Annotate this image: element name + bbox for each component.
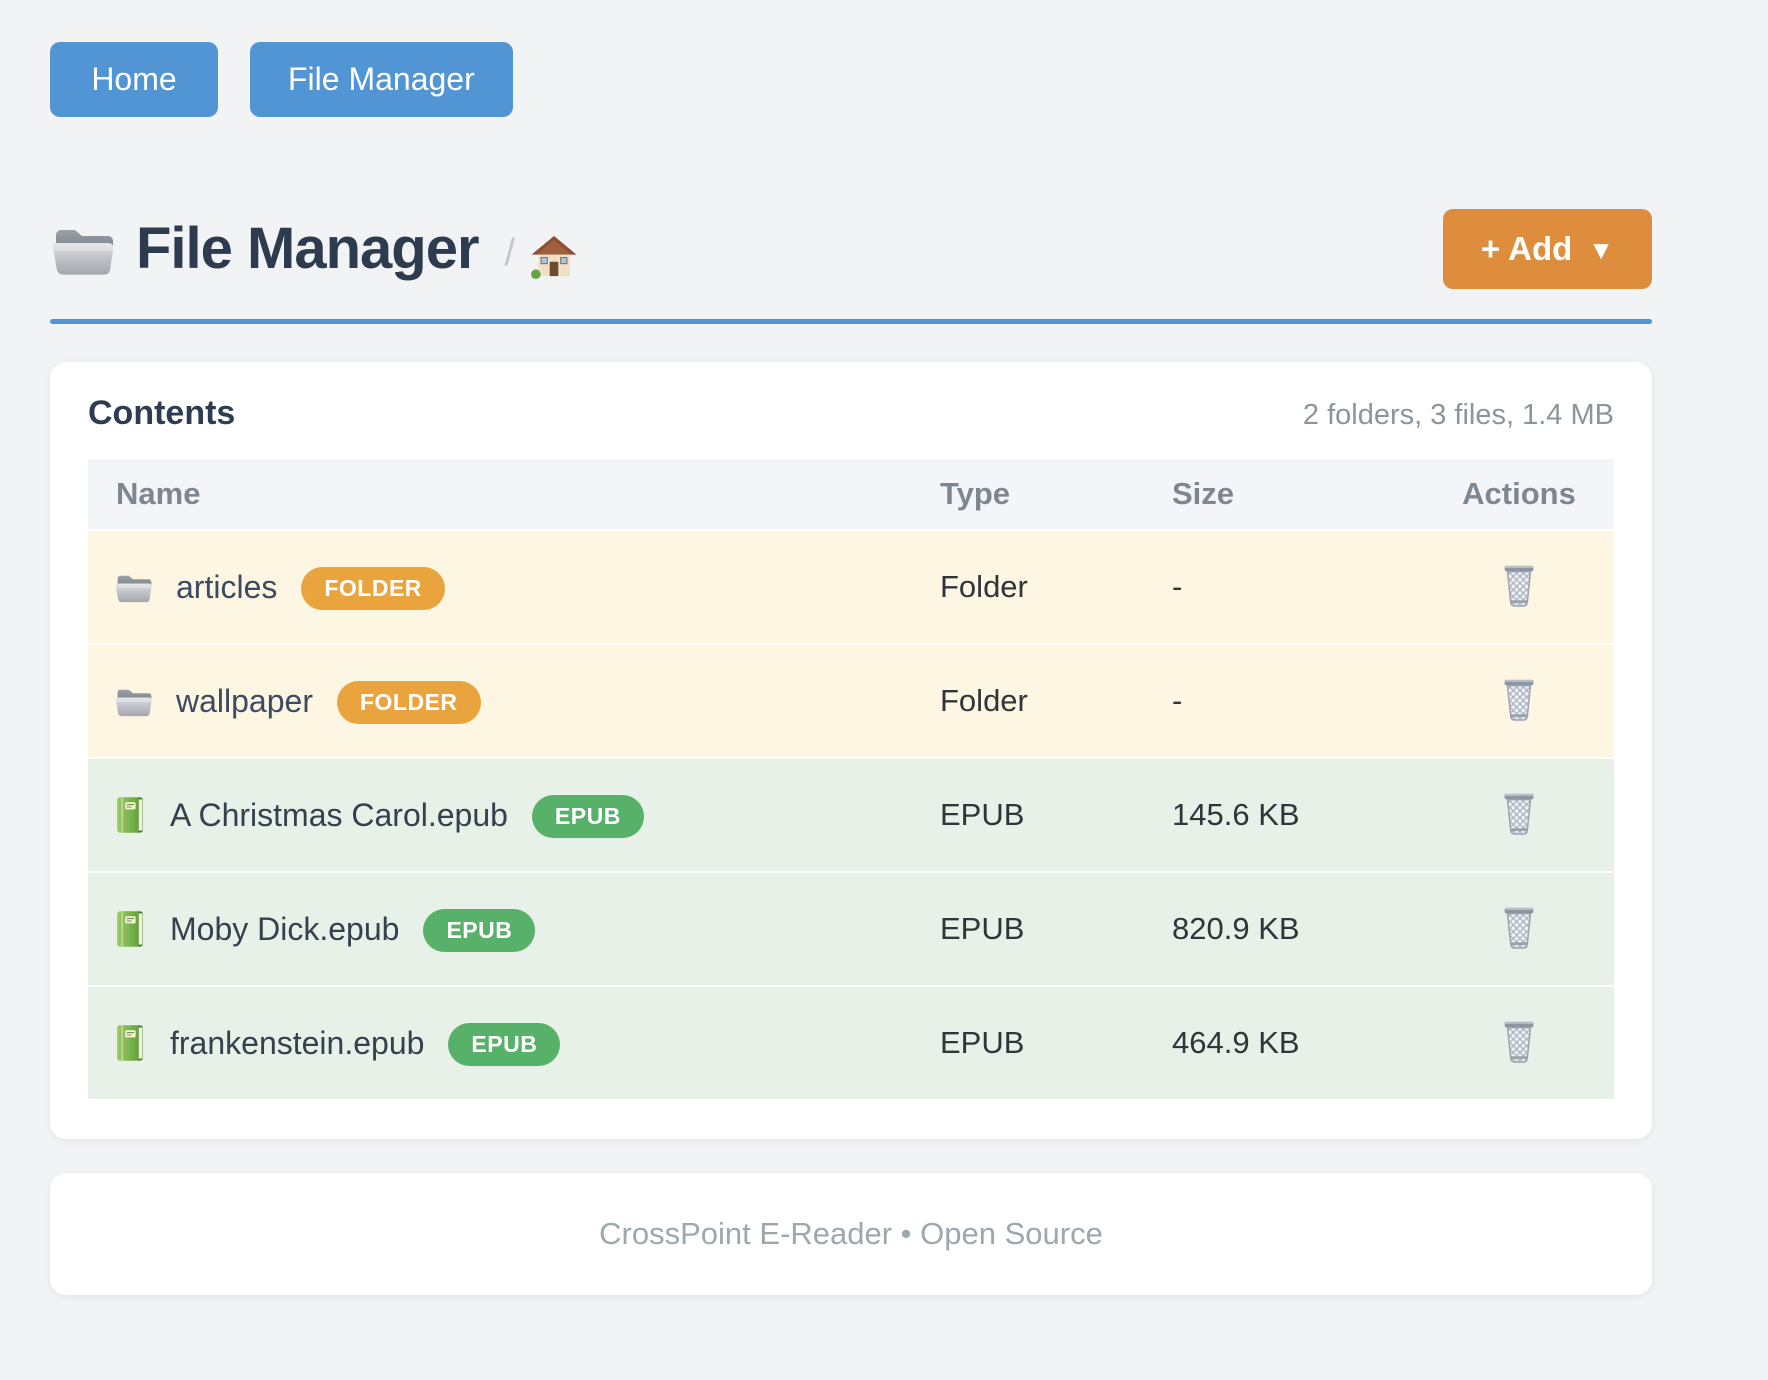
cell-type: EPUB (926, 871, 1158, 986)
cell-type: Folder (926, 529, 1158, 644)
table-row: Moby Dick.epub EPUB EPUB 820.9 KB (88, 871, 1614, 986)
epub-badge: EPUB (448, 1022, 561, 1066)
file-name-link[interactable]: A Christmas Carol.epub (170, 796, 508, 833)
name-cell: A Christmas Carol.epub EPUB (88, 794, 926, 838)
name-cell: Moby Dick.epub EPUB (88, 908, 926, 952)
home-icon[interactable] (531, 235, 577, 279)
name-cell: articles FOLDER (88, 566, 926, 610)
wastebasket-icon (1499, 905, 1539, 949)
epub-badge: EPUB (423, 908, 536, 952)
book-icon (114, 909, 146, 949)
delete-button[interactable] (1495, 787, 1543, 839)
top-nav: Home File Manager (50, 0, 1652, 118)
cell-size: - (1158, 529, 1424, 644)
contents-panel: Contents 2 folders, 3 files, 1.4 MB Name… (50, 362, 1652, 1140)
panel-title: Contents (88, 394, 236, 433)
name-cell: wallpaper FOLDER (88, 680, 926, 724)
table-row: A Christmas Carol.epub EPUB EPUB 145.6 K… (88, 757, 1614, 872)
add-button[interactable]: + Add ▼ (1442, 209, 1652, 290)
title-group: File Manager / (50, 215, 577, 281)
cell-type: EPUB (926, 985, 1158, 1100)
folder-icon (114, 571, 152, 603)
delete-button[interactable] (1495, 559, 1543, 611)
folder-badge: FOLDER (336, 680, 481, 724)
cell-size: 145.6 KB (1158, 757, 1424, 872)
table-row: wallpaper FOLDER Folder - (88, 643, 1614, 758)
wastebasket-icon (1499, 563, 1539, 607)
add-button-label: + Add (1480, 230, 1573, 268)
folder-name-link[interactable]: wallpaper (176, 682, 313, 719)
book-icon (114, 1023, 146, 1063)
table-header-row: Name Type Size Actions (88, 459, 1614, 530)
footer: CrossPoint E-Reader • Open Source (50, 1173, 1652, 1296)
column-header-actions: Actions (1424, 459, 1614, 530)
nav-home-button[interactable]: Home (50, 42, 218, 118)
delete-button[interactable] (1495, 901, 1543, 953)
folder-name-link[interactable]: articles (176, 568, 278, 605)
caret-down-icon: ▼ (1588, 234, 1614, 265)
cell-type: EPUB (926, 757, 1158, 872)
cell-size: 464.9 KB (1158, 985, 1424, 1100)
wastebasket-icon (1499, 677, 1539, 721)
page-title: File Manager (136, 215, 480, 281)
contents-header: Contents 2 folders, 3 files, 1.4 MB (88, 394, 1614, 433)
delete-button[interactable] (1495, 1015, 1543, 1067)
nav-file-manager-button[interactable]: File Manager (250, 42, 513, 118)
folder-icon (114, 685, 152, 717)
wastebasket-icon (1499, 1019, 1539, 1063)
table-row: frankenstein.epub EPUB EPUB 464.9 KB (88, 985, 1614, 1100)
cell-size: - (1158, 643, 1424, 758)
column-header-type: Type (926, 459, 1158, 530)
contents-summary: 2 folders, 3 files, 1.4 MB (1302, 399, 1614, 432)
column-header-name: Name (88, 459, 926, 530)
cell-size: 820.9 KB (1158, 871, 1424, 986)
page-container: Home File Manager File Manager / + Add ▼… (50, 0, 1652, 1296)
file-name-link[interactable]: Moby Dick.epub (170, 910, 400, 947)
file-name-link[interactable]: frankenstein.epub (170, 1024, 425, 1061)
wastebasket-icon (1499, 791, 1539, 835)
cell-type: Folder (926, 643, 1158, 758)
file-table: Name Type Size Actions articles FOLDER (88, 459, 1614, 1100)
column-header-size: Size (1158, 459, 1424, 530)
folder-icon (50, 221, 114, 277)
footer-text: CrossPoint E-Reader • Open Source (599, 1216, 1103, 1252)
delete-button[interactable] (1495, 673, 1543, 725)
name-cell: frankenstein.epub EPUB (88, 1022, 926, 1066)
book-icon (114, 795, 146, 835)
page-header: File Manager / + Add ▼ (50, 209, 1652, 290)
table-row: articles FOLDER Folder - (88, 529, 1614, 644)
header-divider (50, 319, 1652, 325)
epub-badge: EPUB (531, 794, 644, 838)
breadcrumb-separator: / (504, 231, 516, 274)
folder-badge: FOLDER (301, 566, 445, 610)
